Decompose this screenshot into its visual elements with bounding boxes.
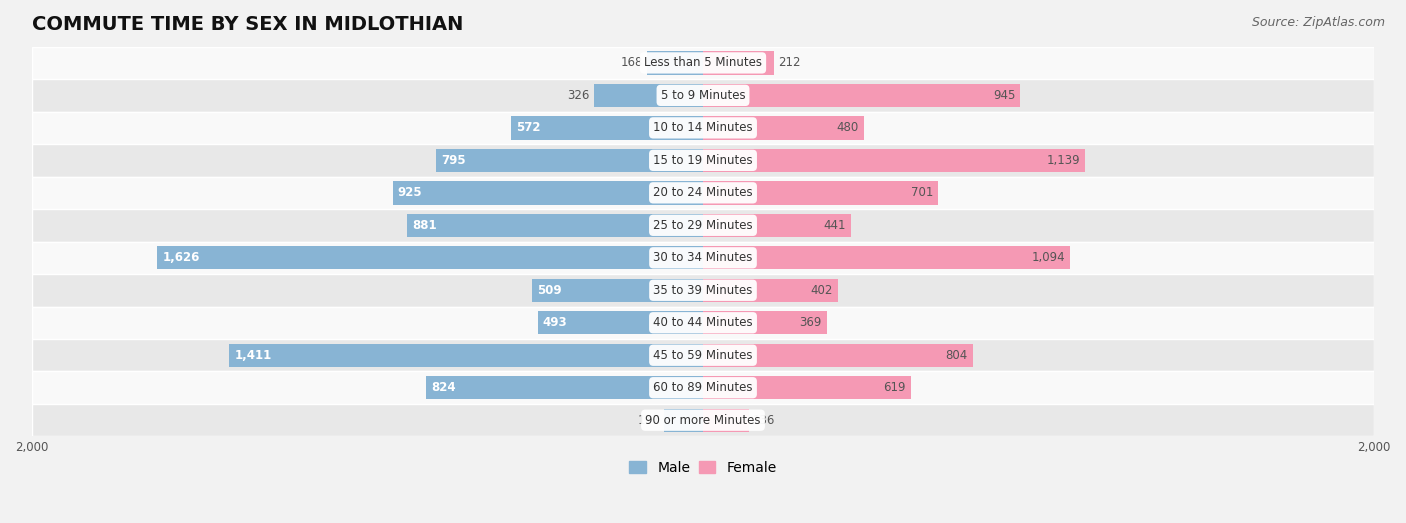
Text: 824: 824 (432, 381, 456, 394)
Text: 25 to 29 Minutes: 25 to 29 Minutes (654, 219, 752, 232)
Text: Source: ZipAtlas.com: Source: ZipAtlas.com (1251, 16, 1385, 29)
Text: 15 to 19 Minutes: 15 to 19 Minutes (654, 154, 752, 167)
Text: 945: 945 (993, 89, 1015, 102)
Bar (32, 79, 1374, 111)
Bar (703, 376, 911, 400)
Bar (531, 279, 703, 302)
Bar (703, 149, 1085, 172)
Bar (647, 51, 703, 75)
Text: 45 to 59 Minutes: 45 to 59 Minutes (654, 349, 752, 362)
Bar (703, 181, 938, 204)
Bar (32, 371, 1374, 404)
Text: 795: 795 (441, 154, 465, 167)
Bar (32, 242, 1374, 274)
Bar (703, 84, 1021, 107)
Text: COMMUTE TIME BY SEX IN MIDLOTHIAN: COMMUTE TIME BY SEX IN MIDLOTHIAN (32, 15, 463, 34)
Bar (392, 181, 703, 204)
Bar (32, 306, 1374, 339)
Text: 168: 168 (620, 56, 643, 70)
Text: 117: 117 (637, 414, 659, 427)
Legend: Male, Female: Male, Female (624, 455, 782, 480)
Bar (32, 274, 1374, 306)
Bar (32, 177, 1374, 209)
Text: 30 to 34 Minutes: 30 to 34 Minutes (654, 251, 752, 264)
Bar (157, 246, 703, 269)
Bar (703, 51, 775, 75)
Text: 136: 136 (752, 414, 775, 427)
Text: 509: 509 (537, 284, 562, 297)
Text: 402: 402 (810, 284, 832, 297)
Bar (32, 111, 1374, 144)
Bar (32, 144, 1374, 177)
Text: 1,094: 1,094 (1032, 251, 1066, 264)
Bar (32, 209, 1374, 242)
Text: 881: 881 (412, 219, 437, 232)
Bar (32, 404, 1374, 436)
Text: 1,411: 1,411 (235, 349, 271, 362)
Bar (593, 84, 703, 107)
Text: 480: 480 (837, 121, 859, 134)
Text: 40 to 44 Minutes: 40 to 44 Minutes (654, 316, 752, 329)
Bar (408, 213, 703, 237)
Text: 212: 212 (778, 56, 800, 70)
Bar (703, 408, 748, 432)
Text: 441: 441 (824, 219, 846, 232)
Bar (664, 408, 703, 432)
Text: 619: 619 (883, 381, 905, 394)
Text: 701: 701 (911, 186, 934, 199)
Bar (703, 311, 827, 334)
Bar (703, 213, 851, 237)
Text: 10 to 14 Minutes: 10 to 14 Minutes (654, 121, 752, 134)
Text: 35 to 39 Minutes: 35 to 39 Minutes (654, 284, 752, 297)
Text: 326: 326 (567, 89, 589, 102)
Text: 369: 369 (800, 316, 823, 329)
Text: 804: 804 (946, 349, 967, 362)
Bar (510, 116, 703, 140)
Bar (32, 339, 1374, 371)
Bar (426, 376, 703, 400)
Bar (703, 246, 1070, 269)
Text: 5 to 9 Minutes: 5 to 9 Minutes (661, 89, 745, 102)
Text: Less than 5 Minutes: Less than 5 Minutes (644, 56, 762, 70)
Bar (703, 279, 838, 302)
Bar (229, 344, 703, 367)
Text: 572: 572 (516, 121, 540, 134)
Text: 90 or more Minutes: 90 or more Minutes (645, 414, 761, 427)
Text: 20 to 24 Minutes: 20 to 24 Minutes (654, 186, 752, 199)
Bar (32, 47, 1374, 79)
Text: 60 to 89 Minutes: 60 to 89 Minutes (654, 381, 752, 394)
Text: 1,139: 1,139 (1046, 154, 1080, 167)
Bar (436, 149, 703, 172)
Text: 925: 925 (398, 186, 422, 199)
Text: 1,626: 1,626 (162, 251, 200, 264)
Bar (703, 344, 973, 367)
Bar (537, 311, 703, 334)
Text: 493: 493 (543, 316, 567, 329)
Bar (703, 116, 865, 140)
